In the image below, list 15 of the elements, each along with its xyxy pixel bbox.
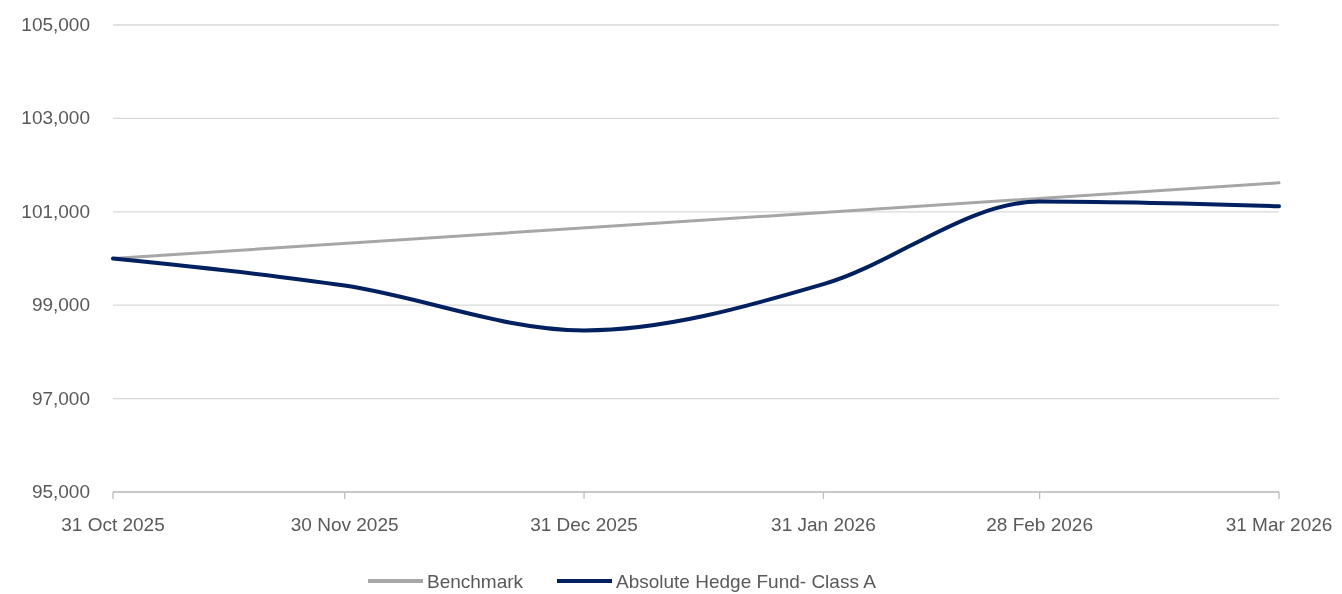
x-tick-label: 31 Jan 2026 — [771, 514, 876, 535]
line-series — [111, 199, 1281, 333]
legend-label: Benchmark — [427, 571, 524, 592]
legend-label: Absolute Hedge Fund- Class A — [616, 571, 877, 592]
y-tick-label: 95,000 — [31, 481, 90, 502]
x-tick-label: 28 Feb 2026 — [986, 514, 1093, 535]
x-tick-label: 31 Mar 2026 — [1225, 514, 1333, 535]
y-tick-label: 99,000 — [31, 294, 90, 316]
y-tick-label: 105,000 — [21, 14, 90, 35]
x-tick-label: 31 Dec 2025 — [530, 514, 638, 535]
y-tick-label: 103,000 — [21, 107, 90, 129]
x-tick-label: 30 Nov 2025 — [290, 514, 399, 535]
y-tick-label: 101,000 — [21, 200, 90, 222]
x-tick-label: 31 Oct 2025 — [61, 514, 165, 535]
y-tick-label: 97,000 — [31, 387, 90, 409]
